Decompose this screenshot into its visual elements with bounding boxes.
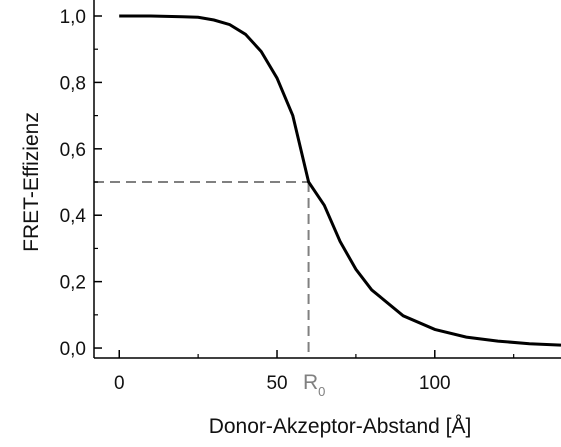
r0-label-main: R — [303, 371, 318, 394]
x-tick-label: 100 — [419, 373, 451, 394]
fret-efficiency-curve — [119, 14, 561, 347]
x-axis-title: Donor-Akzeptor-Abstand [Å] — [209, 415, 472, 438]
y-tick-label: 0,4 — [60, 206, 87, 227]
x-tick-label: 50 — [266, 373, 287, 394]
y-axis-title: FRET-Effizienz — [20, 112, 43, 252]
y-tick-label: 0,6 — [60, 140, 86, 161]
r0-guide-lines — [94, 181, 310, 358]
x-tick-label: 0 — [114, 373, 125, 394]
y-tick-label: 0,2 — [60, 273, 86, 294]
axes — [93, 0, 561, 359]
y-tick-label: 0,0 — [60, 339, 86, 360]
y-tick-label: 0,8 — [60, 73, 86, 94]
r0-label-subscript: 0 — [318, 384, 325, 399]
y-tick-label: 1,0 — [60, 7, 86, 28]
r0-label: R0 — [303, 371, 325, 399]
ticks: 0,0 0,2 0,4 0,6 0,8 1,0 0 50 100 — [60, 7, 515, 394]
